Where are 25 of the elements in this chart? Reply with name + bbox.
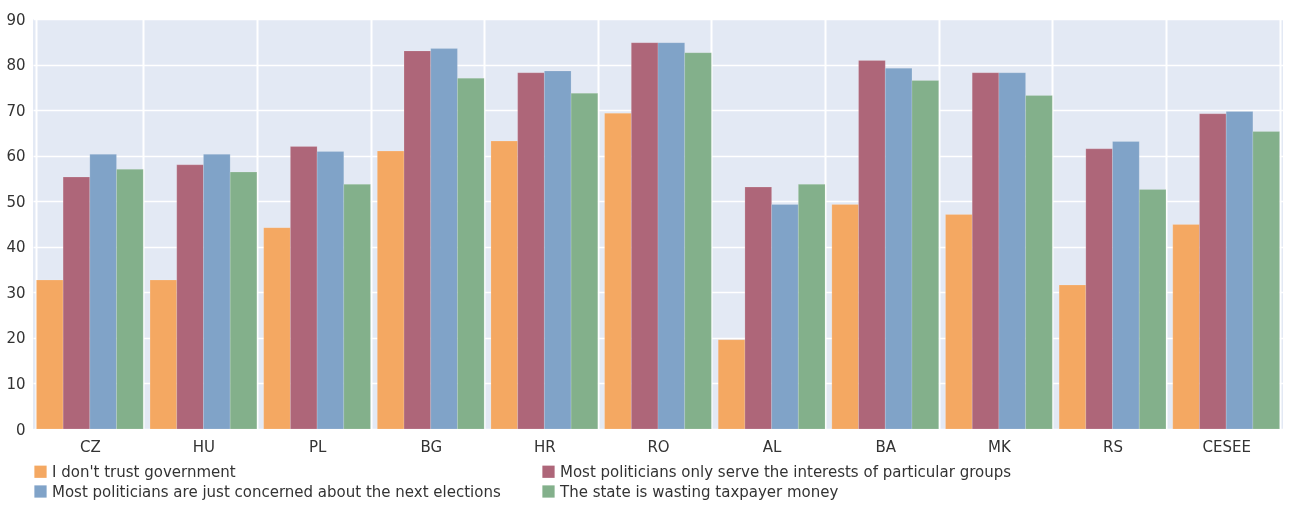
y-tick-label: 20 — [6, 329, 26, 348]
x-tick-label: BA — [875, 437, 897, 456]
legend-label: I don't trust government — [52, 462, 236, 481]
x-tick-label: HU — [192, 437, 216, 456]
legend-label: Most politicians only serve the interests of particular groups — [560, 462, 1012, 481]
x-tick-label: RS — [1103, 437, 1124, 456]
x-tick-label: MK — [988, 437, 1012, 456]
legend-label: Most politicians are just concerned about the next elections — [52, 482, 501, 501]
x-tick-label: HR — [534, 437, 556, 456]
y-tick-label: 0 — [15, 420, 26, 439]
x-tick-label: AL — [762, 437, 783, 456]
y-tick-label: 60 — [6, 147, 26, 166]
y-tick-label: 90 — [6, 10, 26, 29]
x-tick-label: CESEE — [1202, 437, 1251, 456]
y-tick-label: 70 — [6, 101, 26, 120]
y-tick-label: 80 — [6, 56, 26, 75]
legend-label: The state is wasting taxpayer money — [559, 482, 839, 501]
y-tick-label: 30 — [6, 283, 26, 302]
x-tick-label: PL — [308, 437, 327, 456]
x-tick-label: CZ — [79, 437, 101, 456]
y-tick-label: 40 — [6, 238, 26, 257]
x-tick-label: BG — [420, 437, 443, 456]
x-tick-label: RO — [647, 437, 670, 456]
y-tick-label: 10 — [6, 374, 26, 393]
y-tick-label: 50 — [6, 192, 26, 211]
